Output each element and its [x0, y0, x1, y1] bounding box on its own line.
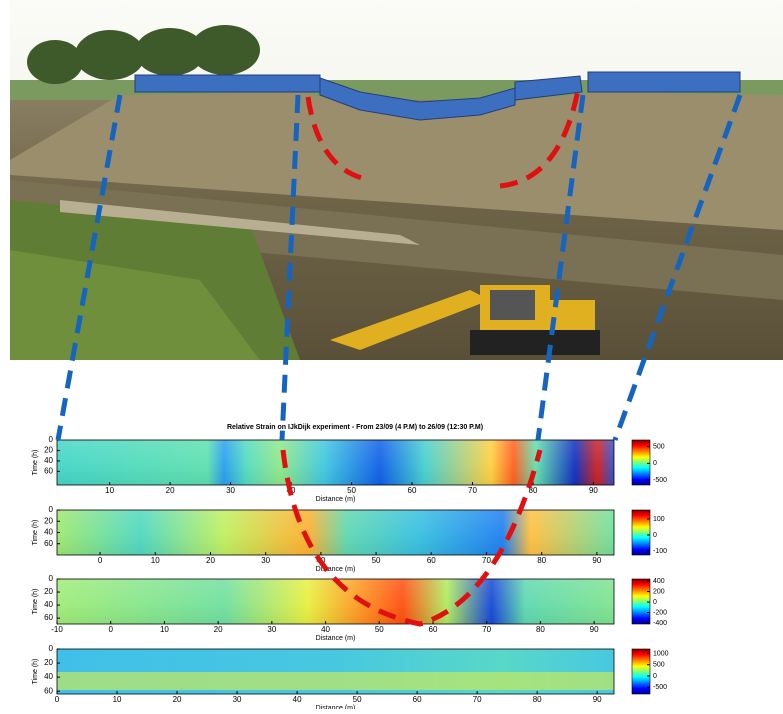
y-tick-label: 0 — [49, 505, 54, 514]
photo — [10, 0, 783, 360]
y-axis-label: Time (h) — [32, 450, 39, 476]
x-axis-label: Distance (m) — [316, 635, 356, 642]
x-tick-label: 60 — [429, 625, 438, 634]
x-tick-label: 50 — [353, 695, 362, 704]
y-tick-label: 40 — [44, 600, 53, 609]
figure: Relative Strain on IJkDijk experiment - … — [0, 0, 783, 709]
x-tick-label: 70 — [482, 556, 491, 565]
colorbar-tick-label: 0 — [653, 532, 657, 539]
x-tick-label: 70 — [473, 695, 482, 704]
x-tick-label: 30 — [261, 556, 270, 565]
y-axis-label: Time (h) — [32, 589, 39, 615]
y-tick-label: 20 — [44, 516, 53, 525]
x-tick-label: 80 — [537, 556, 546, 565]
x-tick-label: 80 — [536, 625, 545, 634]
colorbar-tick-label: -100 — [653, 548, 667, 555]
colorbar-tick-label: 500 — [653, 444, 665, 451]
x-tick-label: 50 — [347, 486, 356, 495]
x-tick-label: 20 — [214, 625, 223, 634]
x-tick-label: 30 — [226, 486, 235, 495]
y-tick-label: 60 — [44, 539, 53, 548]
y-tick-label: 60 — [44, 467, 53, 476]
x-tick-label: 70 — [468, 486, 477, 495]
colorbar-tick-label: 100 — [653, 516, 665, 523]
colorbar-tick-label: -500 — [653, 684, 667, 691]
y-tick-label: 0 — [49, 644, 54, 653]
colorbar-tick-label: 0 — [653, 599, 657, 606]
x-tick-label: 50 — [372, 556, 381, 565]
y-tick-label: 20 — [44, 658, 53, 667]
x-tick-label: 10 — [105, 486, 114, 495]
x-tick-label: 20 — [173, 695, 182, 704]
y-tick-label: 0 — [49, 574, 54, 583]
y-tick-label: 40 — [44, 672, 53, 681]
colorbar-tick-label: -500 — [653, 477, 667, 484]
x-tick-label: 10 — [160, 625, 169, 634]
x-tick-label: 0 — [55, 695, 60, 704]
y-tick-label: 40 — [44, 456, 53, 465]
colorbar-tick-label: 400 — [653, 578, 665, 585]
y-tick-label: 0 — [49, 435, 54, 444]
x-tick-label: 70 — [482, 625, 491, 634]
x-tick-label: 40 — [321, 625, 330, 634]
y-tick-label: 20 — [44, 587, 53, 596]
y-axis-label: Time (h) — [32, 520, 39, 546]
colorbar-tick-label: 0 — [653, 673, 657, 680]
y-axis-label: Time (h) — [32, 659, 39, 685]
x-tick-label: 20 — [166, 486, 175, 495]
colorbar-tick-label: 1000 — [653, 650, 669, 657]
y-tick-label: 40 — [44, 528, 53, 537]
x-tick-label: 90 — [589, 486, 598, 495]
figure-title: Relative Strain on IJkDijk experiment - … — [227, 424, 483, 431]
colorbar-tick-label: 500 — [653, 662, 665, 669]
x-tick-label: 90 — [592, 556, 601, 565]
y-tick-label: 20 — [44, 446, 53, 455]
x-tick-label: 10 — [151, 556, 160, 565]
x-tick-label: 90 — [590, 625, 599, 634]
x-tick-label: 50 — [375, 625, 384, 634]
x-tick-label: 40 — [293, 695, 302, 704]
x-tick-label: 80 — [533, 695, 542, 704]
x-tick-label: 30 — [233, 695, 242, 704]
colorbar-tick-label: -400 — [653, 620, 667, 627]
x-tick-label: 60 — [408, 486, 417, 495]
colorbar-tick-label: 0 — [653, 460, 657, 467]
x-tick-label: 10 — [113, 695, 122, 704]
colorbar-tick-label: -200 — [653, 609, 667, 616]
x-axis-label: Distance (m) — [316, 705, 356, 709]
y-tick-label: 60 — [44, 686, 53, 695]
x-axis-label: Distance (m) — [316, 496, 356, 503]
x-tick-label: 60 — [427, 556, 436, 565]
y-tick-label: 60 — [44, 613, 53, 622]
x-tick-label: 0 — [108, 625, 113, 634]
x-tick-label: -10 — [51, 625, 63, 634]
x-tick-label: 30 — [267, 625, 276, 634]
x-tick-label: 90 — [593, 695, 602, 704]
page: Relative Strain on IJkDijk experiment - … — [0, 0, 783, 714]
x-tick-label: 60 — [413, 695, 422, 704]
x-tick-label: 20 — [206, 556, 215, 565]
x-tick-label: 0 — [98, 556, 103, 565]
colorbar-tick-label: 200 — [653, 588, 665, 595]
